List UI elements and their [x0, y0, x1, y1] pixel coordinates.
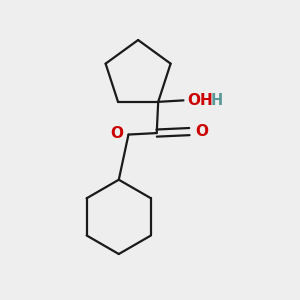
- Text: OH: OH: [187, 93, 213, 108]
- Text: O: O: [111, 126, 124, 141]
- Text: H: H: [210, 93, 223, 108]
- Text: O: O: [195, 124, 208, 139]
